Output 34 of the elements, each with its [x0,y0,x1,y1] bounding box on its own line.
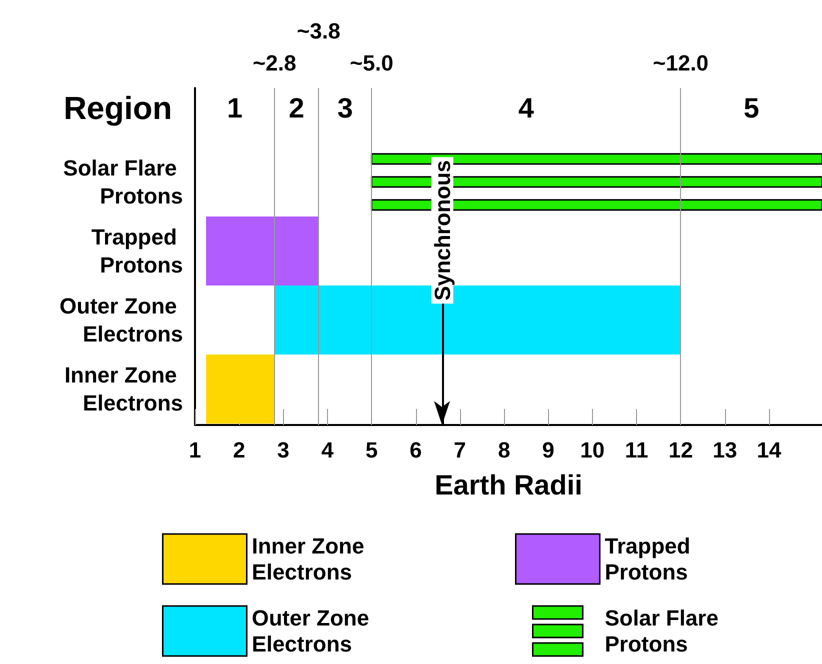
x-tick-label: 11 [624,438,648,462]
annotation: 1 [226,92,243,124]
x-tick-label: 14 [756,438,782,462]
x-tick-label: 1 [188,438,202,462]
ref-line-label: ~3.8 [296,18,340,44]
y-tick-label: Inner Zone Electrons [64,362,183,416]
x-tick-label: 5 [365,438,378,462]
legend-label: Solar Flare Protons [604,606,725,656]
x-tick-label: 3 [277,438,290,462]
x-tick-label: 7 [454,438,466,462]
ref-line-label: ~5.0 [350,50,394,76]
x-tick-label: 8 [498,438,510,462]
x-tick-label: 10 [580,438,605,462]
legend-label: Outer Zone Electrons [252,606,376,656]
x-tick-label: 9 [542,438,554,462]
y-tick-label: Trapped Protons [91,224,183,278]
ref-line-label: ~2.8 [252,50,296,76]
x-tick-label: 6 [410,438,422,462]
x-axis-title: Earth Radii [434,470,582,500]
annotation: 4 [518,92,534,124]
y-tick-label: Solar Flare Protons [63,155,183,208]
x-tick-label: 13 [712,438,738,462]
ref-line-label: ~12.0 [652,50,709,76]
y-tick-label: Outer Zone Electrons [60,294,183,347]
ref-line-label: Synchronous [430,160,455,301]
annotation: 2 [288,92,304,124]
annotation: 3 [337,92,353,124]
legend-label: Trapped Protons [604,534,696,584]
legend-label: Inner Zone Electrons [252,534,370,584]
x-tick-label: 4 [321,438,334,462]
x-tick-label: 2 [233,438,246,462]
text: Region [64,90,172,126]
x-tick-label: 12 [668,438,693,462]
annotation: 5 [744,92,760,124]
